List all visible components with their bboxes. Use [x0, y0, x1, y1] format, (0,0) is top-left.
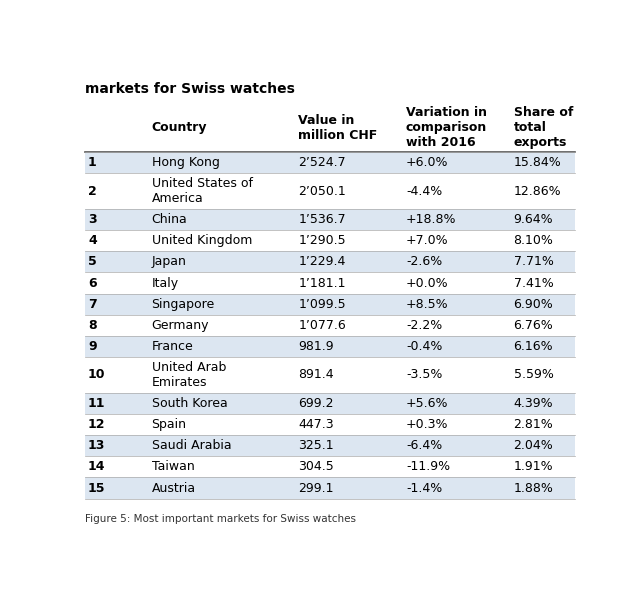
Text: 6.76%: 6.76%: [513, 319, 553, 332]
Text: -2.6%: -2.6%: [406, 255, 442, 268]
Text: 1’536.7: 1’536.7: [298, 213, 346, 226]
Text: 4.39%: 4.39%: [513, 397, 553, 410]
Bar: [86, 478, 574, 499]
Text: Country: Country: [151, 121, 207, 134]
Text: Japan: Japan: [151, 255, 187, 268]
Text: 1.91%: 1.91%: [513, 460, 553, 473]
Text: 5: 5: [88, 255, 97, 268]
Text: Hong Kong: Hong Kong: [151, 157, 220, 170]
Text: 1: 1: [88, 157, 97, 170]
Text: Taiwan: Taiwan: [151, 460, 194, 473]
Bar: [86, 209, 574, 230]
Text: 3: 3: [88, 213, 97, 226]
Bar: [86, 174, 574, 209]
Bar: [86, 315, 574, 336]
Text: 981.9: 981.9: [298, 340, 334, 353]
Text: 2: 2: [88, 184, 97, 197]
Text: 15.84%: 15.84%: [513, 157, 562, 170]
Text: 1’290.5: 1’290.5: [298, 234, 346, 247]
Text: -1.4%: -1.4%: [406, 482, 442, 495]
Text: 8.10%: 8.10%: [513, 234, 553, 247]
Text: 9.64%: 9.64%: [513, 213, 553, 226]
Text: -6.4%: -6.4%: [406, 439, 442, 452]
Text: +0.3%: +0.3%: [406, 418, 448, 431]
Text: +8.5%: +8.5%: [406, 298, 448, 311]
Text: United Arab
Emirates: United Arab Emirates: [151, 361, 226, 389]
Text: France: France: [151, 340, 193, 353]
Text: 299.1: 299.1: [298, 482, 334, 495]
Text: 5.59%: 5.59%: [513, 368, 553, 381]
Text: 7: 7: [88, 298, 97, 311]
Text: 1’099.5: 1’099.5: [298, 298, 346, 311]
Text: China: China: [151, 213, 187, 226]
Bar: [86, 414, 574, 435]
Bar: [86, 456, 574, 478]
Text: 2’524.7: 2’524.7: [298, 157, 346, 170]
Text: Austria: Austria: [151, 482, 196, 495]
Text: -11.9%: -11.9%: [406, 460, 450, 473]
Text: +0.0%: +0.0%: [406, 277, 448, 290]
Text: Share of
total
exports: Share of total exports: [513, 106, 573, 149]
Text: 1.88%: 1.88%: [513, 482, 553, 495]
Bar: [86, 272, 574, 294]
Text: 6.16%: 6.16%: [513, 340, 553, 353]
Text: 13: 13: [88, 439, 106, 452]
Text: 6: 6: [88, 277, 97, 290]
Bar: [86, 336, 574, 358]
Text: 447.3: 447.3: [298, 418, 334, 431]
Text: 2.81%: 2.81%: [513, 418, 553, 431]
Text: 12: 12: [88, 418, 106, 431]
Text: +18.8%: +18.8%: [406, 213, 457, 226]
Bar: [86, 358, 574, 392]
Text: 325.1: 325.1: [298, 439, 334, 452]
Text: 1’181.1: 1’181.1: [298, 277, 346, 290]
Text: 2.04%: 2.04%: [513, 439, 553, 452]
Text: -4.4%: -4.4%: [406, 184, 442, 197]
Text: 6.90%: 6.90%: [513, 298, 553, 311]
Text: 15: 15: [88, 482, 106, 495]
Text: Value in
million CHF: Value in million CHF: [298, 113, 377, 141]
Text: 12.86%: 12.86%: [513, 184, 561, 197]
Text: 699.2: 699.2: [298, 397, 334, 410]
Text: 891.4: 891.4: [298, 368, 334, 381]
Text: 1’229.4: 1’229.4: [298, 255, 346, 268]
Text: Variation in
comparison
with 2016: Variation in comparison with 2016: [406, 106, 487, 149]
Text: -2.2%: -2.2%: [406, 319, 442, 332]
Bar: [86, 251, 574, 272]
Text: 10: 10: [88, 368, 106, 381]
Text: 1’077.6: 1’077.6: [298, 319, 346, 332]
Text: Germany: Germany: [151, 319, 209, 332]
Bar: [86, 152, 574, 174]
Text: South Korea: South Korea: [151, 397, 227, 410]
Text: United States of
America: United States of America: [151, 177, 252, 205]
Text: Saudi Arabia: Saudi Arabia: [151, 439, 231, 452]
Text: Italy: Italy: [151, 277, 178, 290]
Text: 304.5: 304.5: [298, 460, 334, 473]
Bar: [86, 435, 574, 456]
Text: 14: 14: [88, 460, 106, 473]
Text: 8: 8: [88, 319, 97, 332]
Text: -3.5%: -3.5%: [406, 368, 442, 381]
Text: United Kingdom: United Kingdom: [151, 234, 252, 247]
Text: -0.4%: -0.4%: [406, 340, 442, 353]
Bar: [86, 294, 574, 315]
Text: Spain: Spain: [151, 418, 187, 431]
Text: 9: 9: [88, 340, 97, 353]
Text: markets for Swiss watches: markets for Swiss watches: [86, 82, 296, 96]
Text: 4: 4: [88, 234, 97, 247]
Text: +7.0%: +7.0%: [406, 234, 448, 247]
Text: +5.6%: +5.6%: [406, 397, 448, 410]
Text: 11: 11: [88, 397, 106, 410]
Text: Figure 5: Most important markets for Swiss watches: Figure 5: Most important markets for Swi…: [86, 514, 357, 524]
Text: Singapore: Singapore: [151, 298, 215, 311]
Bar: [86, 392, 574, 414]
Text: +6.0%: +6.0%: [406, 157, 448, 170]
Text: 2’050.1: 2’050.1: [298, 184, 346, 197]
Bar: [86, 230, 574, 251]
Text: 7.41%: 7.41%: [513, 277, 553, 290]
Text: 7.71%: 7.71%: [513, 255, 553, 268]
